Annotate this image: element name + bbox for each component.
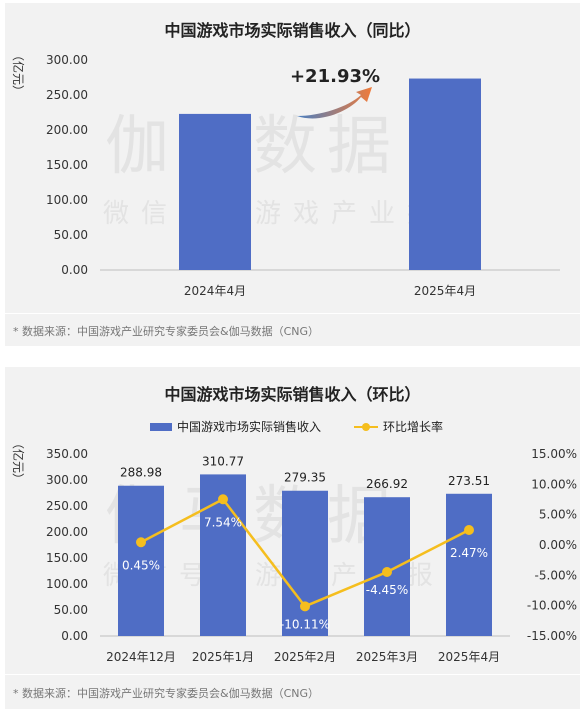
- legend-line-label: 环比增长率: [383, 419, 443, 434]
- growth-value-label: 0.45%: [122, 558, 160, 572]
- x-tick-label: 2025年2月: [274, 650, 336, 664]
- y-tick-label: 250.00: [46, 88, 88, 102]
- growth-point: [464, 525, 474, 536]
- y-tick-label: 150.00: [46, 158, 88, 172]
- growth-point: [218, 494, 228, 505]
- bar: [364, 497, 410, 636]
- y-tick-label: 300.00: [46, 53, 88, 67]
- y-tick-label: 0.00: [61, 263, 88, 277]
- growth-point: [300, 601, 310, 612]
- bar: [179, 113, 251, 271]
- y-tick-label: 150.00: [46, 551, 88, 565]
- yoy-chart-panel: 中国游戏市场实际销售收入（同比） （亿元） 伽马数据 微信号：游戏产业报告 0.…: [5, 3, 580, 346]
- x-tick-label: 2025年1月: [192, 650, 254, 664]
- y-tick-label: 100.00: [46, 193, 88, 207]
- y-tick-label: 0.00: [61, 629, 88, 643]
- data-source: * 数据来源：中国游戏产业研究专家委员会&伽马数据（CNG）: [13, 687, 320, 700]
- bar: [446, 493, 492, 636]
- y-tick-label: 50.00: [54, 603, 88, 617]
- bar: [118, 485, 164, 636]
- y-tick-label: 350.00: [46, 447, 88, 461]
- y2-tick-label: -10.00%: [527, 599, 577, 613]
- y2-tick-label: 0.00%: [539, 538, 577, 552]
- growth-point: [382, 566, 392, 577]
- y-tick-label: 250.00: [46, 499, 88, 513]
- chart-title: 中国游戏市场实际销售收入（同比）: [164, 21, 421, 40]
- x-tick-label: 2024年4月: [184, 284, 246, 298]
- divider: [5, 313, 580, 314]
- y2-tick-label: 5.00%: [539, 508, 577, 522]
- y2-tick-label: 15.00%: [531, 447, 577, 461]
- x-tick-label: 2025年3月: [356, 650, 418, 664]
- legend-line-marker: [362, 423, 370, 431]
- y-tick-label: 50.00: [54, 228, 88, 242]
- growth-arrow-icon: [297, 87, 372, 119]
- bar-value-label: 266.92: [366, 477, 408, 491]
- y-tick-label: 200.00: [46, 123, 88, 137]
- legend-bar-label: 中国游戏市场实际销售收入: [177, 419, 321, 434]
- bar-value-label: 310.77: [202, 454, 244, 468]
- mom-combo-chart: 中国游戏市场实际销售收入 环比增长率 0.00 50.00 100.00 150.00 20…: [46, 419, 577, 664]
- y2-tick-label: -5.00%: [535, 568, 577, 582]
- bar-value-label: 273.51: [448, 474, 490, 488]
- bar-value-label: 279.35: [284, 471, 326, 485]
- x-tick-label: 2024年12月: [106, 650, 176, 664]
- x-tick-label: 2025年4月: [438, 650, 500, 664]
- data-source: * 数据来源：中国游戏产业研究专家委员会&伽马数据（CNG）: [13, 325, 320, 338]
- bar: [409, 78, 481, 270]
- growth-point: [136, 537, 146, 548]
- y2-tick-label: -15.00%: [527, 629, 577, 643]
- legend-bar-swatch: [150, 423, 172, 431]
- bar-value-label: 288.98: [120, 466, 162, 480]
- y-tick-label: 100.00: [46, 577, 88, 591]
- x-tick-label: 2025年4月: [414, 284, 476, 298]
- y2-tick-label: 10.00%: [531, 477, 577, 491]
- y-tick-label: 300.00: [46, 473, 88, 487]
- growth-value-label: 2.47%: [450, 546, 488, 560]
- divider: [5, 674, 580, 675]
- growth-value-label: -4.45%: [366, 583, 408, 597]
- growth-value-label: 7.54%: [204, 515, 242, 529]
- chart-title: 中国游戏市场实际销售收入（环比）: [164, 385, 421, 404]
- bar: [282, 490, 328, 636]
- mom-chart-panel: 中国游戏市场实际销售收入（环比） （亿元） 伽马数据 微信号：游戏产业报告 中国…: [5, 367, 580, 709]
- growth-value-label: -10.11%: [280, 617, 330, 631]
- yoy-bar-chart: 0.00 50.00 100.00 150.00 200.00 250.00 300.00 2…: [46, 53, 560, 298]
- y-tick-label: 200.00: [46, 525, 88, 539]
- growth-annotation: +21.93%: [290, 66, 380, 87]
